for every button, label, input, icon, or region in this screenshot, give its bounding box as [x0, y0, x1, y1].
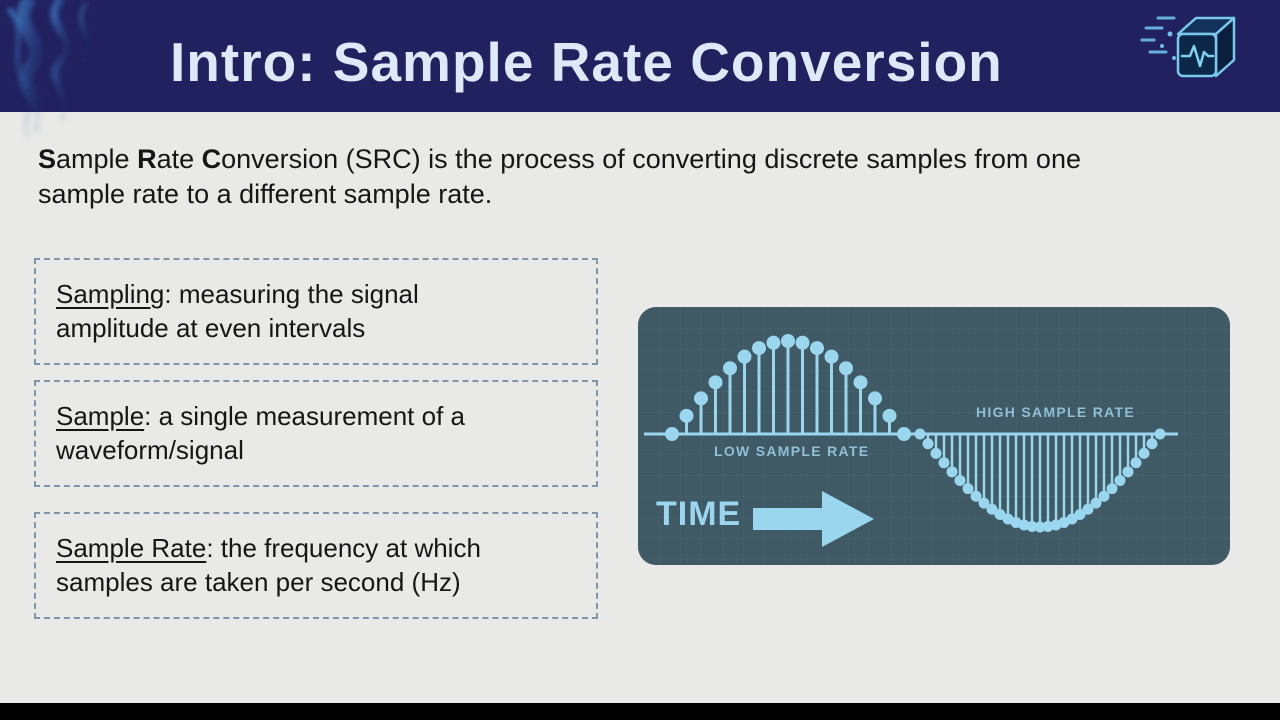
high-sample-rate-label: HIGH SAMPLE RATE — [976, 404, 1135, 420]
time-arrow-icon — [753, 491, 874, 547]
letterbox-bottom — [0, 703, 1280, 720]
slide-title: Intro: Sample Rate Conversion — [170, 31, 1003, 93]
definition-text: : a single measurement of a waveform/sig… — [56, 401, 465, 466]
definition-box-sample: Sample: a single measurement of a wavefo… — [34, 380, 598, 487]
definition-box-sampling: Sampling: measuring the signal amplitude… — [34, 258, 598, 365]
intro-text: ample — [56, 144, 138, 174]
definition-text: : the frequency at which samples are tak… — [56, 533, 481, 598]
audio-cube-logo-icon — [1140, 16, 1236, 78]
intro-paragraph: Sample Rate Conversion (SRC) is the proc… — [38, 142, 1223, 212]
intro-bold-initial: R — [137, 144, 157, 174]
definition-text: : measuring the signal amplitude at even… — [56, 279, 419, 344]
smoke-decoration-graphic — [7, 0, 91, 143]
intro-text: ate — [156, 144, 202, 174]
sample-stems-and-dots — [665, 334, 1166, 533]
definition-term: Sample — [56, 401, 145, 431]
definition-box-sample-rate: Sample Rate: the frequency at which samp… — [34, 512, 598, 619]
intro-text: onversion (SRC) is the process of conver… — [38, 144, 1081, 210]
sine-wave-samples-illustration — [638, 307, 1230, 565]
header-band: Intro: Sample Rate Conversion — [0, 0, 1280, 143]
sampling-rate-diagram: LOW SAMPLE RATE HIGH SAMPLE RATE TIME — [638, 307, 1230, 565]
intro-bold-initial: S — [38, 144, 57, 174]
time-label: TIME — [656, 495, 742, 533]
intro-bold-initial: C — [201, 144, 222, 174]
low-sample-rate-label: LOW SAMPLE RATE — [714, 443, 870, 459]
definition-term: Sample Rate — [56, 533, 207, 563]
grid-lines — [638, 307, 1230, 565]
definition-term: Sampling — [56, 279, 165, 309]
